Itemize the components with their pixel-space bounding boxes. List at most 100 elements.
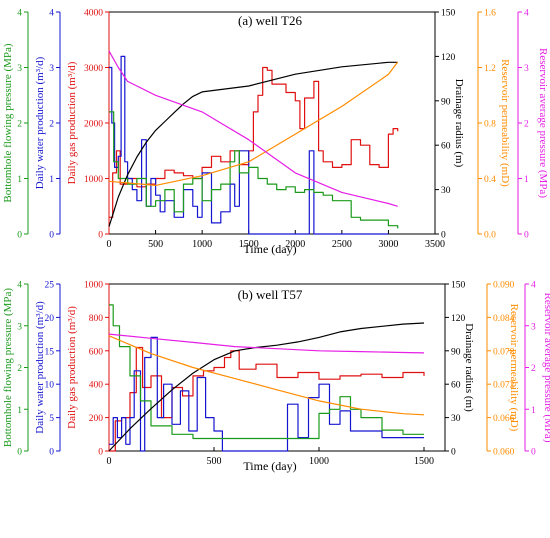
bhp-tick-label: 4 [17, 9, 22, 19]
perm-tick-label: 0.0 [484, 231, 496, 241]
series-line-water [109, 336, 424, 452]
gas-tick-label: 400 [89, 381, 104, 391]
gas-tick-label: 4000 [84, 9, 103, 19]
bhp-tick-label: 2 [17, 364, 22, 374]
x-tick-label: 2500 [332, 239, 352, 250]
gas-axis-label: Daily gas production (m³/d) [66, 306, 78, 429]
perm-tick-label: 0.066 [493, 414, 515, 424]
pres-tick-label: 1 [531, 406, 536, 416]
series-line-pres [108, 50, 398, 207]
gas-tick-label: 800 [89, 314, 104, 324]
series-line-bhp [109, 304, 424, 440]
bhp-axis-label: Bottomhole flowing pressure (MPa) [2, 43, 14, 203]
gas-tick-label: 1000 [84, 281, 103, 291]
series-line-perm [108, 335, 425, 416]
gas-tick-label: 0 [98, 448, 103, 458]
bhp-tick-label: 1 [17, 406, 22, 416]
x-tick-label: 500 [207, 456, 222, 467]
bhp-tick-label: 3 [17, 322, 22, 332]
gas-tick-label: 0 [98, 231, 103, 241]
bhp-axis-label: Bottomhole flowing pressure (MPa) [2, 288, 14, 448]
x-tick-label: 0 [107, 239, 112, 250]
drain-tick-label: 30 [441, 186, 451, 196]
drain-tick-label: 90 [451, 347, 461, 357]
perm-tick-label: 0.060 [493, 448, 515, 458]
x-tick-label: 3000 [378, 239, 398, 250]
bhp-tick-label: 2 [17, 120, 22, 130]
drain-tick-label: 90 [441, 97, 451, 107]
gas-tick-label: 1000 [84, 175, 103, 185]
pres-tick-label: 2 [531, 364, 536, 374]
drain-tick-label: 60 [451, 381, 461, 391]
panel-title: (a) well T26 [238, 13, 303, 28]
gas-tick-label: 3000 [84, 64, 103, 74]
water-tick-label: 10 [45, 381, 55, 391]
x-axis-label: Time (day) [243, 242, 296, 256]
x-tick-label: 1000 [192, 239, 212, 250]
x-tick-label: 2000 [285, 239, 305, 250]
pres-axis-label: Reservoir average pressure (MPa) [542, 293, 550, 443]
x-tick-label: 1500 [239, 239, 259, 250]
bhp-tick-label: 3 [17, 64, 22, 74]
gas-tick-label: 600 [89, 347, 104, 357]
water-tick-label: 3 [49, 64, 54, 74]
water-tick-label: 20 [45, 314, 55, 324]
x-tick-label: 0 [107, 456, 112, 467]
water-tick-label: 15 [45, 347, 55, 357]
perm-tick-label: 1.6 [484, 9, 496, 19]
panel-title: (b) well T57 [238, 287, 303, 302]
pres-tick-label: 0 [524, 231, 529, 241]
perm-axis-label: Reservoir permeability (mD) [508, 304, 520, 432]
drain-tick-label: 60 [441, 142, 451, 152]
gas-axis-label: Daily gas production (m³/d) [66, 61, 78, 184]
perm-tick-label: 0.090 [493, 281, 515, 291]
drain-tick-label: 30 [451, 414, 461, 424]
drain-axis-label: Drainage radius (m) [463, 323, 475, 412]
pres-tick-label: 0 [531, 448, 536, 458]
pres-axis-label: Reservoir average pressure (MPa) [537, 48, 549, 198]
water-tick-label: 2 [49, 120, 54, 130]
water-tick-label: 4 [49, 9, 54, 19]
water-tick-label: 1 [49, 175, 54, 185]
series-line-pres [108, 333, 425, 354]
series-line-bhp [109, 111, 399, 229]
gas-tick-label: 200 [89, 414, 104, 424]
drain-tick-label: 120 [451, 314, 466, 324]
pres-tick-label: 2 [524, 120, 529, 130]
perm-tick-label: 0.078 [493, 347, 515, 357]
drain-axis-label: Drainage radius (m) [453, 79, 465, 168]
perm-tick-label: 1.2 [484, 64, 496, 74]
x-tick-label: 3500 [425, 239, 445, 250]
drain-tick-label: 120 [441, 53, 456, 63]
pres-tick-label: 1 [524, 175, 529, 185]
drain-tick-label: 150 [451, 281, 466, 291]
series-line-water [109, 55, 389, 235]
water-tick-label: 5 [49, 414, 54, 424]
perm-axis-label: Reservoir permeability (mD) [499, 59, 511, 187]
drain-tick-label: 0 [451, 448, 456, 458]
drain-tick-label: 0 [441, 231, 446, 241]
bhp-tick-label: 1 [17, 175, 22, 185]
water-axis-label: Daily water production (m³/d) [34, 301, 46, 434]
pres-tick-label: 4 [531, 281, 536, 291]
perm-tick-label: 0.072 [493, 381, 515, 391]
water-tick-label: 0 [49, 448, 54, 458]
x-tick-label: 500 [148, 239, 163, 250]
x-tick-label: 1000 [309, 456, 329, 467]
x-tick-label: 1500 [414, 456, 434, 467]
pres-tick-label: 3 [524, 64, 529, 74]
bhp-tick-label: 0 [17, 231, 22, 241]
perm-tick-label: 0.084 [493, 314, 515, 324]
water-tick-label: 0 [49, 231, 54, 241]
pres-tick-label: 4 [524, 9, 529, 19]
series-line-perm [108, 61, 399, 186]
series-line-gas [109, 346, 425, 452]
bhp-tick-label: 4 [17, 281, 22, 291]
bhp-tick-label: 0 [17, 448, 22, 458]
perm-tick-label: 0.4 [484, 175, 496, 185]
water-axis-label: Daily water production (m³/d) [34, 56, 46, 189]
x-axis-label: Time (day) [243, 459, 296, 473]
